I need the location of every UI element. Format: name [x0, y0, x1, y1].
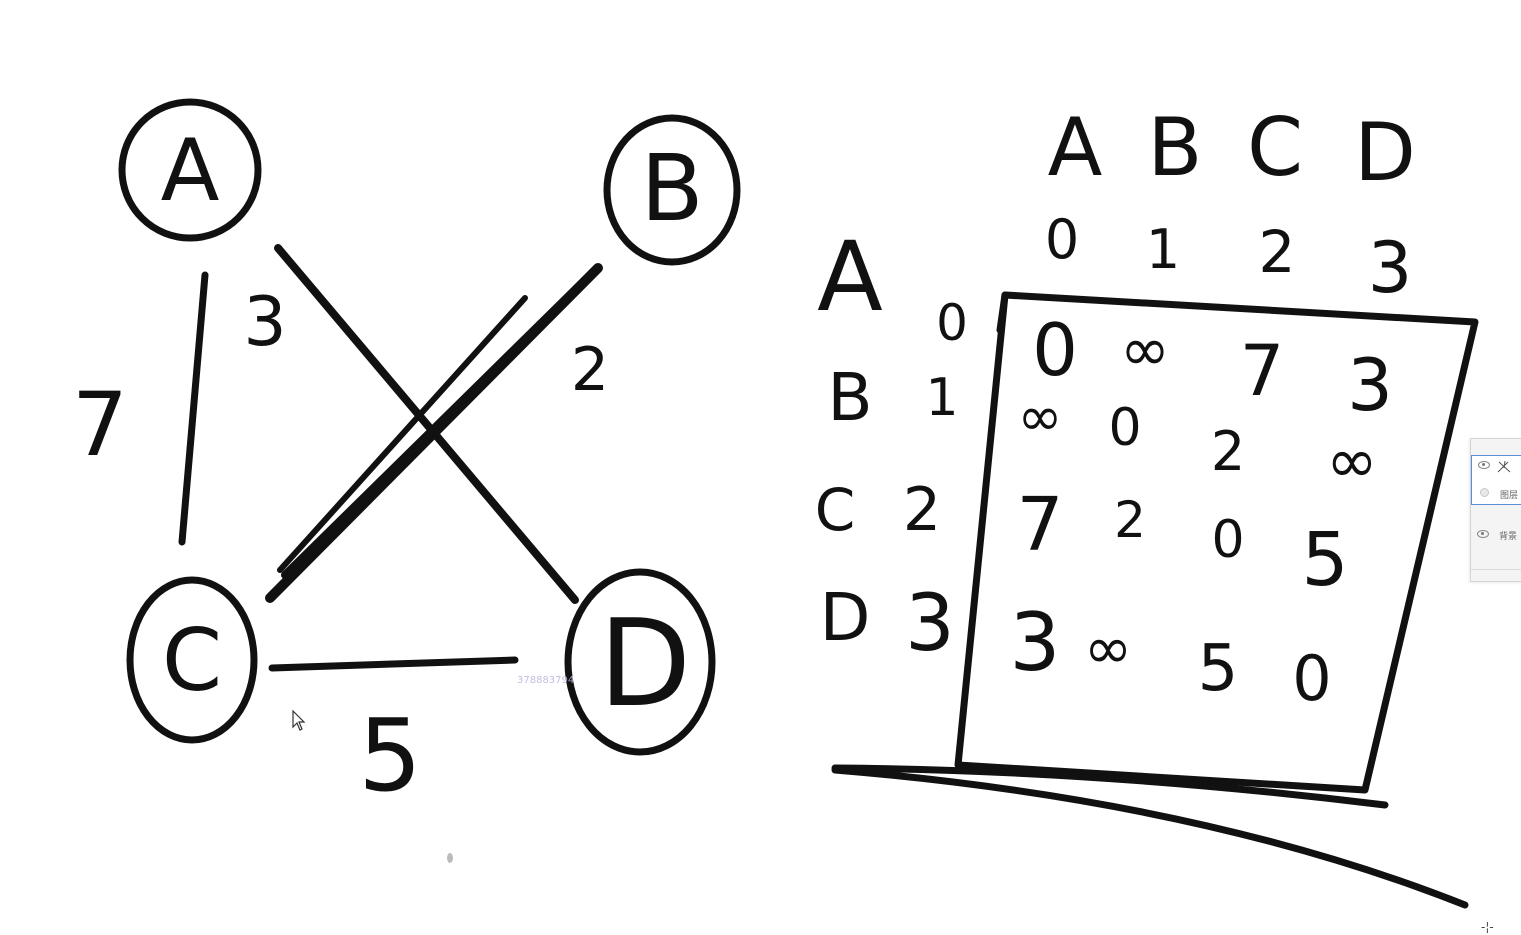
row-letter-b: B: [827, 359, 872, 436]
row-letter-d: D: [820, 579, 871, 656]
layers-panel[interactable]: 图层 背景: [1470, 438, 1521, 582]
edge-c-d: [268, 656, 519, 672]
cell-0-1: ∞: [1120, 315, 1170, 385]
row-index-1: 1: [925, 368, 958, 428]
node-circle-b: [603, 114, 741, 266]
cell-2-2: 0: [1211, 510, 1244, 570]
matrix-border: [954, 291, 1479, 794]
matrix-cells: 0 ∞ 7 3 ∞ 0 2 ∞ 7 2 0 5 3 ∞ 5 0: [1010, 308, 1393, 715]
col-index-2: 2: [1259, 218, 1296, 286]
cell-0-3: 3: [1347, 343, 1393, 427]
row-letter-a: A: [817, 221, 883, 333]
edge-a-d: [274, 244, 579, 604]
col-index-1: 1: [1146, 218, 1180, 281]
adjacency-matrix: A B C D 0 1 2 3 A B C D 0 1 2 3 0 ∞ 7 3 …: [815, 101, 1479, 909]
layer-label: 图层: [1500, 491, 1519, 501]
row-index-0: 0: [936, 294, 968, 352]
row-index-2: 2: [903, 475, 941, 545]
edge-b-c-overstroke: [281, 271, 594, 579]
cell-3-1: ∞: [1084, 614, 1132, 682]
node-circle-d: [564, 568, 716, 756]
col-index-0: 0: [1045, 208, 1079, 271]
layer-radio[interactable]: [1480, 488, 1489, 497]
underline-2: [831, 766, 1469, 909]
row-letter-c: C: [815, 476, 856, 544]
col-letter-a: A: [1048, 101, 1103, 194]
graph: A B C D 7 3 2 5: [72, 98, 741, 814]
cell-1-1: 0: [1108, 398, 1141, 458]
cell-3-2: 5: [1198, 632, 1239, 706]
cell-0-2: 7: [1240, 330, 1285, 412]
edge-b-c-overstroke-2: [277, 295, 528, 573]
stray-dot: [447, 853, 453, 863]
panel-divider: [1471, 569, 1521, 570]
edge-a-c: [178, 271, 209, 546]
edge-weight-c-d: 5: [358, 697, 422, 814]
node-label-c: C: [162, 611, 222, 711]
edge-weight-a-c: 7: [72, 373, 128, 476]
eye-icon[interactable]: [1478, 461, 1490, 469]
cell-1-3: ∞: [1326, 424, 1378, 497]
cell-3-0: 3: [1010, 596, 1061, 689]
cell-1-0: ∞: [1018, 385, 1063, 448]
layer-row[interactable]: 背景: [1471, 525, 1521, 547]
col-letter-d: D: [1354, 106, 1416, 199]
cell-3-3: 0: [1292, 642, 1331, 715]
cell-2-0: 7: [1016, 482, 1063, 568]
layer-thumbnail: [1496, 459, 1518, 475]
underline-1: [831, 764, 1389, 809]
col-letter-c: C: [1247, 101, 1303, 194]
mouse-pointer-icon: [292, 709, 306, 736]
layer-row[interactable]: 图层: [1471, 455, 1521, 505]
node-label-d: D: [599, 595, 691, 734]
matrix-bracket-left: [996, 291, 1009, 334]
col-letter-b: B: [1148, 101, 1203, 194]
edge-weight-b-c: 2: [571, 335, 609, 405]
node-circle-a: [118, 98, 262, 242]
edge-weight-a-d: 3: [243, 283, 286, 362]
cell-2-3: 5: [1301, 517, 1348, 603]
col-index-3: 3: [1368, 227, 1413, 309]
crosshair-icon: -¦-: [1481, 920, 1494, 934]
eye-icon[interactable]: [1477, 530, 1489, 538]
watermark-text: 378883794: [517, 675, 575, 686]
node-circle-c: [126, 576, 258, 744]
layer-label: 背景: [1499, 532, 1518, 542]
row-index-3: 3: [905, 579, 955, 669]
node-label-b: B: [640, 135, 703, 242]
cell-0-0: 0: [1032, 308, 1078, 392]
cell-2-1: 2: [1114, 491, 1146, 549]
node-label-a: A: [161, 121, 220, 221]
cell-1-2: 2: [1211, 420, 1245, 483]
